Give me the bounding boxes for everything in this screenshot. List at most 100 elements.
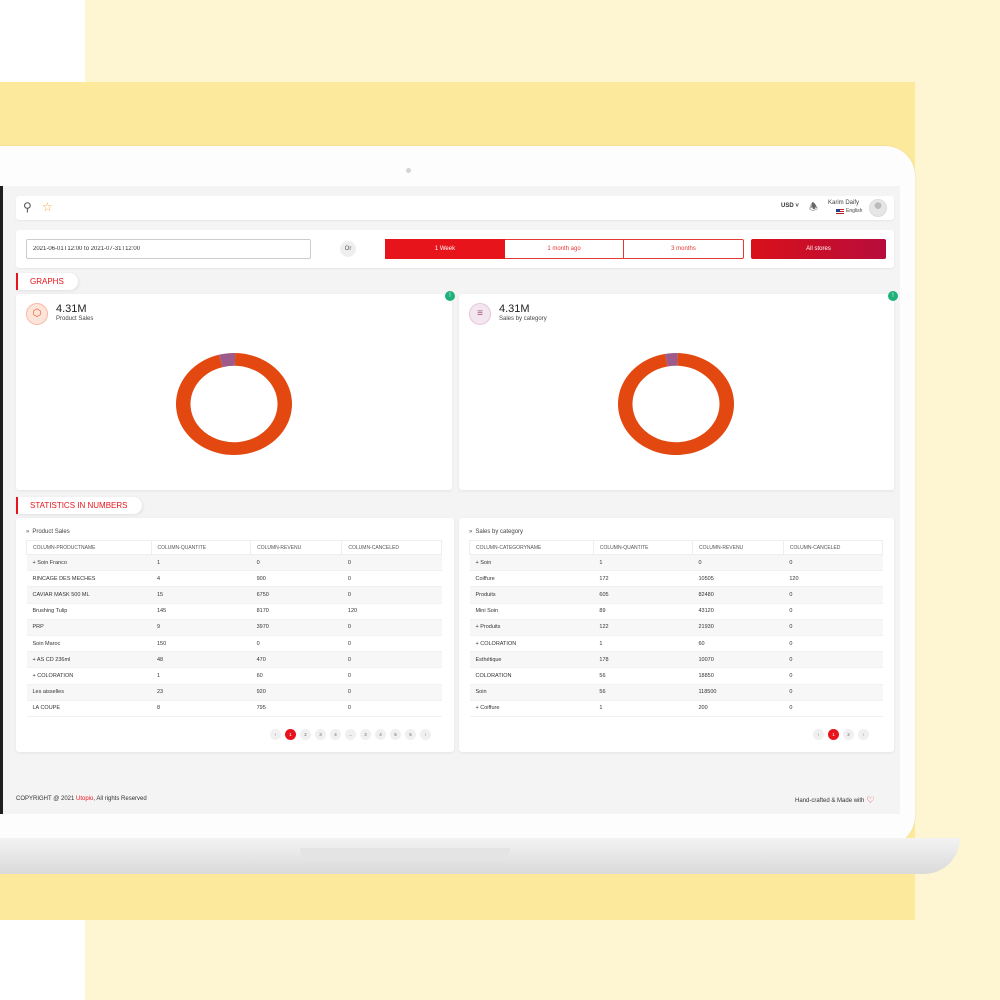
table-row[interactable]: + Produits 122 21930 0 bbox=[469, 619, 883, 636]
table-row[interactable]: Coiffure 172 10505 120 bbox=[469, 570, 883, 588]
table-cell: Soin bbox=[469, 684, 594, 701]
page-button[interactable]: ... bbox=[345, 729, 356, 740]
kpi-value: 4.31M bbox=[56, 303, 87, 315]
page-button[interactable]: 1 bbox=[285, 729, 296, 740]
avatar[interactable] bbox=[869, 199, 887, 217]
currency-selector[interactable]: USD ˅ bbox=[781, 203, 799, 209]
table-cell: Soin Maroc bbox=[26, 635, 151, 653]
laptop-notch bbox=[300, 848, 510, 858]
table-row[interactable]: + AS CD 236ml 48 470 0 bbox=[26, 651, 442, 669]
table-cell: 82480 bbox=[692, 586, 784, 604]
table-cell: Les aisselles bbox=[26, 684, 151, 701]
camera-icon bbox=[406, 168, 411, 173]
prev-page-button[interactable]: ‹ bbox=[813, 729, 824, 740]
all-stores-button[interactable]: All stores bbox=[751, 239, 886, 259]
column-header[interactable]: COLUMN-CATEGORYNAME bbox=[469, 540, 594, 555]
table-cell: 0 bbox=[341, 570, 442, 588]
table-cell: 60 bbox=[692, 635, 784, 653]
table-cell: 0 bbox=[250, 635, 342, 653]
donut-chart bbox=[175, 353, 292, 455]
table-row[interactable]: Produits 605 82480 0 bbox=[469, 586, 883, 604]
table-cell: 0 bbox=[783, 651, 883, 669]
column-header[interactable]: COLUMN-QUANTITE bbox=[592, 540, 694, 555]
sales-by-category-graph-card: ≡ 4.31M Sales by category ! bbox=[459, 291, 898, 490]
period-1-week-button[interactable]: 1 Week bbox=[385, 239, 505, 259]
table-cell: 8 bbox=[151, 700, 251, 717]
table-row[interactable]: CAVIAR MASK 500 ML 15 6750 0 bbox=[26, 586, 442, 604]
donut-slice-0[interactable] bbox=[618, 353, 734, 455]
bell-icon[interactable]: 🕭 bbox=[809, 202, 818, 213]
page-button[interactable]: 5 bbox=[390, 729, 401, 740]
info-badge[interactable]: ! bbox=[445, 291, 455, 301]
table-cell: 200 bbox=[692, 700, 784, 717]
table-row[interactable]: + COLORATION 1 60 0 bbox=[469, 635, 883, 653]
table-cell: + Soin bbox=[469, 554, 594, 572]
table-row[interactable]: + COLORATION 1 60 0 bbox=[26, 667, 442, 685]
star-icon[interactable]: ☆ bbox=[42, 200, 53, 214]
date-range-input[interactable] bbox=[26, 239, 311, 259]
page-button[interactable]: 1 bbox=[828, 729, 839, 740]
table-row[interactable]: Soin Maroc 150 0 0 bbox=[26, 635, 442, 653]
next-page-button[interactable]: › bbox=[858, 729, 869, 740]
table-row[interactable]: Soin 56 118500 0 bbox=[469, 684, 883, 701]
filter-bar: Or 1 Week 1 month ago 3 months All store… bbox=[16, 230, 894, 268]
donut-slice-0[interactable] bbox=[175, 353, 292, 455]
table-cell: 1 bbox=[151, 554, 251, 572]
column-header[interactable]: COLUMN-REVENU bbox=[250, 540, 343, 555]
page-button[interactable]: 2 bbox=[300, 729, 311, 740]
column-header[interactable]: COLUMN-REVENU bbox=[692, 540, 784, 555]
period-3-months-button[interactable]: 3 months bbox=[624, 239, 744, 259]
column-header[interactable]: COLUMN-QUANTITE bbox=[150, 540, 252, 555]
table-cell: 21930 bbox=[692, 619, 784, 636]
page-button[interactable]: 4 bbox=[330, 729, 341, 740]
column-header[interactable]: COLUMN-PRODUCTNAME bbox=[26, 540, 152, 555]
page-button[interactable]: 3 bbox=[315, 729, 326, 740]
table-row[interactable]: COLORATION 56 18850 0 bbox=[469, 667, 883, 685]
table-cell: 43120 bbox=[692, 603, 784, 620]
language-label[interactable]: English bbox=[846, 208, 863, 214]
table-cell: 1 bbox=[593, 635, 693, 653]
product-sales-table: COLUMN-PRODUCTNAME COLUMN-QUANTITE COLUMN-… bbox=[26, 540, 442, 717]
table-cell: 23 bbox=[151, 684, 251, 701]
table-cell: 0 bbox=[783, 619, 883, 636]
table-row[interactable]: LA COUPE 8 795 0 bbox=[26, 700, 442, 717]
table-cell: 120 bbox=[341, 603, 442, 620]
brand-link[interactable]: Utopio bbox=[76, 796, 94, 802]
table-cell: LA COUPE bbox=[26, 700, 151, 717]
user-name[interactable]: Karim Daify bbox=[828, 200, 860, 206]
table-row[interactable]: PRP 9 3970 0 bbox=[26, 619, 442, 636]
table-row[interactable]: Brushing Tulip 145 8170 120 bbox=[26, 603, 442, 620]
table-row[interactable]: Esthétique 178 10070 0 bbox=[469, 651, 883, 669]
table-cell: 0 bbox=[341, 619, 442, 636]
table-cell: 605 bbox=[593, 586, 693, 604]
product-sales-graph-card: ⬡ 4.31M Product Sales ! bbox=[16, 291, 455, 490]
table-title: » Sales by category bbox=[469, 529, 524, 535]
table-cell: 48 bbox=[151, 651, 251, 669]
column-header[interactable]: COLUMN-CANCELED bbox=[341, 540, 442, 555]
page-button[interactable]: 4 bbox=[375, 729, 386, 740]
donut-chart bbox=[618, 353, 734, 455]
column-header[interactable]: COLUMN-CANCELED bbox=[782, 540, 884, 555]
table-cell: 0 bbox=[783, 684, 883, 701]
donut-slice-1[interactable] bbox=[665, 353, 678, 367]
info-badge[interactable]: ! bbox=[888, 291, 898, 301]
sales-by-category-table: COLUMN-CATEGORYNAME COLUMN-QUANTITE COLUMN… bbox=[469, 540, 884, 717]
page-button[interactable]: 3 bbox=[360, 729, 371, 740]
search-icon[interactable]: ⚲ bbox=[23, 200, 32, 214]
heart-icon: ♡ bbox=[866, 795, 875, 805]
us-flag-icon bbox=[836, 209, 844, 214]
period-1-month-button[interactable]: 1 month ago bbox=[505, 239, 624, 259]
table-row[interactable]: RINCAGE DES MECHES 4 900 0 bbox=[26, 570, 442, 588]
table-cell: Produits bbox=[469, 586, 594, 604]
page-button[interactable]: 5 bbox=[405, 729, 416, 740]
table-row[interactable]: Les aisselles 23 920 0 bbox=[26, 684, 442, 701]
prev-page-button[interactable]: ‹ bbox=[270, 729, 281, 740]
next-page-button[interactable]: › bbox=[420, 729, 431, 740]
donut-slice-1[interactable] bbox=[218, 353, 236, 368]
table-row[interactable]: + Coiffure 1 200 0 bbox=[469, 700, 883, 717]
table-cell: 18850 bbox=[692, 667, 784, 685]
page-button[interactable]: 2 bbox=[843, 729, 854, 740]
table-row[interactable]: + Soin 1 0 0 bbox=[469, 554, 883, 572]
table-row[interactable]: Mini Soin 89 43120 0 bbox=[469, 603, 883, 620]
table-row[interactable]: + Soin Franco 1 0 0 bbox=[26, 554, 442, 572]
